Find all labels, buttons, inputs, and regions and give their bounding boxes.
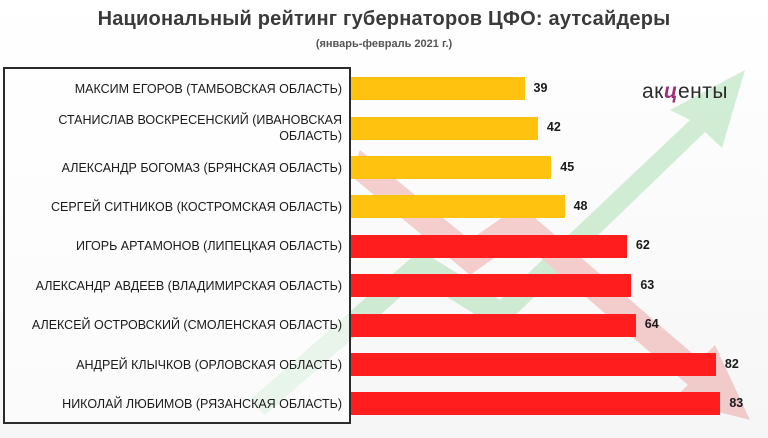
chart-title: Национальный рейтинг губернаторов ЦФО: а… [97, 8, 671, 30]
bar-value-label: 82 [724, 356, 739, 371]
bar-value-label: 45 [560, 159, 575, 174]
category-label: НИКОЛАЙ ЛЮБИМОВ (РЯЗАНСКАЯ ОБЛАСТЬ) [62, 396, 342, 411]
category-label: АНДРЕЙ КЛЫЧКОВ (ОРЛОВСКАЯ ОБЛАСТЬ) [76, 357, 342, 372]
category-labels-panel [3, 67, 351, 424]
logo-text-accent: ц [663, 80, 678, 103]
bar-value-label: 48 [573, 198, 588, 213]
category-label: АЛЕКСЕЙ ОСТРОВСКИЙ (СМОЛЕНСКАЯ ОБЛАСТЬ) [31, 318, 342, 333]
category-label: СЕРГЕЙ СИТНИКОВ (КОСТРОМСКАЯ ОБЛАСТЬ) [50, 199, 342, 214]
category-label: МАКСИМ ЕГОРОВ (ТАМБОВСКАЯ ОБЛАСТЬ) [74, 81, 342, 96]
category-label: ИГОРЬ АРТАМОНОВ (ЛИПЕЦКАЯ ОБЛАСТЬ) [76, 239, 342, 254]
logo-text-end: енты [677, 80, 728, 103]
category-label: АЛЕКСАНДР БОГОМАЗ (БРЯНСКАЯ ОБЛАСТЬ) [61, 160, 342, 175]
bar-value-label: 62 [635, 238, 650, 253]
category-label: СТАНИСЛАВ ВОСКРЕСЕНСКИЙ (ИВАНОВСКАЯ ОБЛА… [58, 113, 342, 144]
brand-logo: акценты [642, 80, 728, 104]
bar-value-label: 42 [546, 120, 561, 135]
bar [351, 313, 636, 337]
category-label: АЛЕКСАНДР АВДЕЕВ (ВЛАДИМИРСКАЯ ОБЛАСТЬ) [35, 278, 342, 293]
bar-value-label: 83 [729, 395, 744, 410]
bar [351, 234, 627, 258]
chart-subtitle: (январь-февраль 2021 г.) [315, 38, 453, 50]
bar-value-label: 64 [644, 317, 659, 332]
bar [351, 156, 552, 179]
logo-text-start: ак [642, 80, 664, 103]
bar [351, 274, 632, 298]
bar [351, 392, 721, 416]
bar-value-label: 39 [533, 80, 548, 95]
bar [351, 116, 538, 140]
bar [351, 77, 525, 101]
bar-value-label: 63 [640, 277, 655, 292]
bar [351, 353, 716, 376]
bar [351, 195, 565, 219]
